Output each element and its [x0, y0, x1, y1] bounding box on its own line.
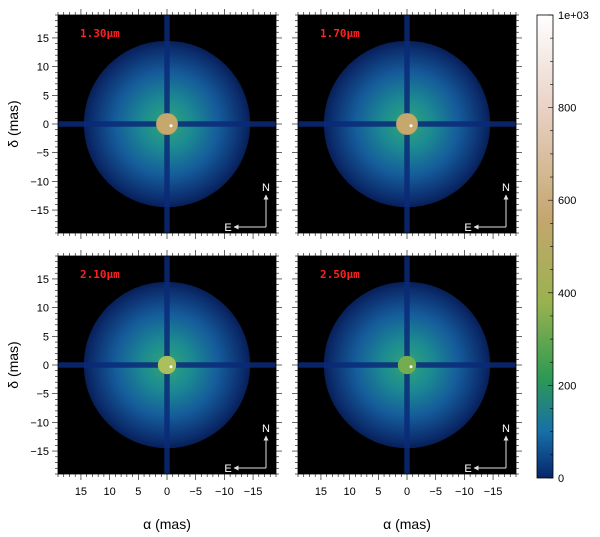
colorbar-tick-label: 400 — [558, 288, 576, 300]
colorbar-tick-label: 200 — [558, 380, 576, 392]
y-tick-label: −10 — [30, 417, 49, 429]
bright-spot — [409, 124, 413, 128]
y-axis-label: δ (mas) — [5, 100, 21, 147]
panel-1: 1.30μm N E 15 10 5 0 −5 −10 −15 — [30, 9, 282, 239]
y-tick-label: −15 — [30, 205, 49, 217]
x-tick-label: −10 — [215, 486, 234, 498]
y-tick-label: 10 — [37, 303, 49, 315]
colorbar-tick-label: 600 — [558, 195, 576, 207]
stellar-disk — [157, 355, 177, 375]
panels: 1.30μm N E 15 10 5 0 −5 −10 −15 1.70μm N E 2.10μm N E 15… — [30, 9, 522, 498]
panel-label: 2.50μm — [320, 268, 360, 281]
y-tick-label: −10 — [30, 176, 49, 188]
panel-4: 2.50μm N E 15 10 5 0 −5 −10 −15 — [292, 250, 522, 498]
stellar-disk — [397, 355, 417, 375]
x-tick-label: −5 — [429, 486, 442, 498]
x-tick-label: −10 — [455, 486, 474, 498]
y-tick-label: 5 — [43, 90, 49, 102]
y-tick-label: −5 — [36, 148, 49, 160]
x-tick-label: 15 — [75, 486, 87, 498]
panel-2: 1.70μm N E — [292, 9, 522, 239]
x-tick-label: −5 — [189, 486, 202, 498]
x-axis-label: α (mas) — [383, 516, 431, 532]
y-tick-label: 0 — [43, 360, 49, 372]
east-label: E — [224, 463, 231, 475]
y-axis-label: δ (mas) — [5, 341, 21, 388]
north-label: N — [262, 423, 270, 435]
x-tick-label: −15 — [244, 486, 263, 498]
panel-label: 2.10μm — [80, 268, 120, 281]
colorbar-top-label: 1e+03 — [558, 10, 589, 22]
panel-3: 2.10μm N E 15 10 5 0 −5 −10 −15 15 10 5 0 −5 −10 −15 — [30, 250, 282, 498]
y-tick-label: 15 — [37, 33, 49, 45]
north-label: N — [502, 423, 510, 435]
north-label: N — [502, 182, 510, 194]
colorbar: 0 200 400 600 800 1e+03 — [536, 10, 589, 485]
colorbar-tick-label: 0 — [558, 473, 564, 485]
y-tick-label: −5 — [36, 389, 49, 401]
bright-spot — [169, 365, 173, 369]
east-label: E — [464, 463, 471, 475]
x-tick-label: −15 — [484, 486, 503, 498]
panel-label: 1.30μm — [80, 27, 120, 40]
x-tick-label: 10 — [104, 486, 116, 498]
y-tick-label: 5 — [43, 331, 49, 343]
bright-spot — [169, 124, 173, 128]
panel-label: 1.70μm — [320, 27, 360, 40]
east-label: E — [464, 222, 471, 234]
north-label: N — [262, 182, 270, 194]
stellar-disk — [396, 113, 418, 135]
x-axis-label: α (mas) — [143, 516, 191, 532]
east-label: E — [224, 222, 231, 234]
axis-labels: α (mas) α (mas) δ (mas) δ (mas) — [5, 100, 431, 532]
x-tick-label: 0 — [404, 486, 410, 498]
y-tick-label: −15 — [30, 446, 49, 458]
y-tick-label: 15 — [37, 274, 49, 286]
x-tick-label: 0 — [164, 486, 170, 498]
x-tick-label: 5 — [135, 486, 141, 498]
x-tick-label: 15 — [315, 486, 327, 498]
y-tick-label: 0 — [43, 119, 49, 131]
stellar-disk — [156, 113, 178, 135]
x-tick-label: 10 — [344, 486, 356, 498]
y-tick-label: 10 — [37, 62, 49, 74]
x-tick-label: 5 — [375, 486, 381, 498]
colorbar-tick-label: 800 — [558, 103, 576, 115]
bright-spot — [409, 365, 413, 369]
